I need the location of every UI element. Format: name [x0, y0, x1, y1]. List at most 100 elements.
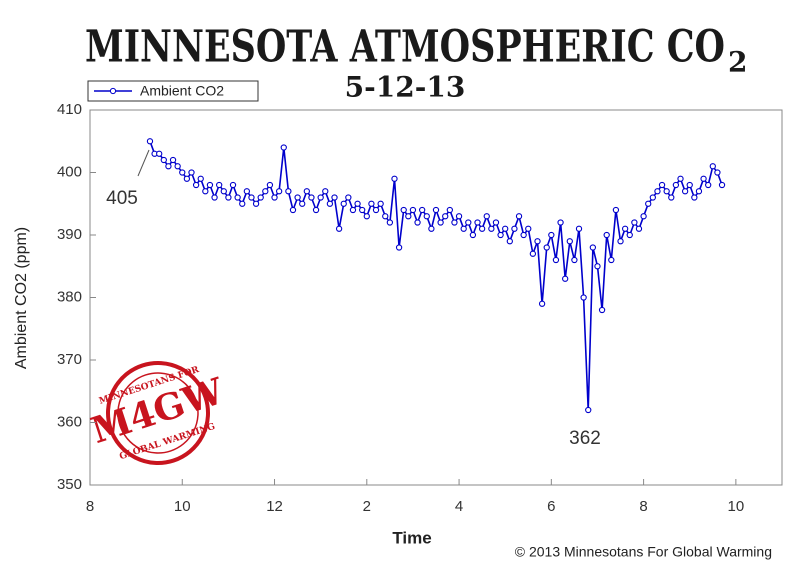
data-point: [668, 194, 675, 201]
data-point: [146, 138, 154, 145]
data-point: [409, 206, 417, 214]
data-point: [216, 181, 223, 189]
data-point: [294, 194, 301, 201]
data-point: [451, 219, 458, 226]
data-point: [511, 225, 518, 232]
data-point: [280, 144, 287, 151]
data-point: [169, 156, 177, 164]
data-point: [538, 300, 546, 307]
x-tick-label: 4: [455, 498, 463, 515]
data-point: [363, 213, 370, 220]
data-point: [575, 225, 583, 232]
annotation-leader: [137, 149, 150, 177]
data-point: [455, 213, 463, 220]
data-point: [285, 188, 292, 195]
data-point: [608, 256, 615, 264]
data-point: [257, 194, 264, 201]
data-point: [335, 225, 343, 232]
data-point: [225, 194, 232, 201]
logo-ring: [106, 361, 210, 465]
data-point: [695, 188, 703, 195]
legend: Ambient CO2: [87, 80, 259, 102]
data-point: [631, 219, 638, 226]
data-point: [395, 244, 403, 251]
data-point: [419, 206, 426, 214]
data-point: [391, 175, 398, 182]
data-point: [677, 175, 684, 182]
data-point: [492, 219, 500, 226]
data-point: [497, 231, 504, 239]
data-point: [322, 188, 329, 195]
data-point: [506, 238, 513, 245]
data-point: [543, 244, 550, 251]
x-tick-label: 10: [728, 498, 745, 515]
data-point: [405, 213, 412, 220]
x-axis-label: Time: [392, 528, 431, 547]
data-point: [585, 406, 592, 414]
data-point: [474, 219, 481, 226]
data-point: [649, 194, 656, 201]
data-point: [382, 213, 389, 220]
series: [146, 138, 726, 414]
data-point: [515, 213, 523, 220]
data-point: [635, 225, 643, 232]
data-point: [594, 263, 601, 270]
data-point: [349, 206, 357, 214]
x-tick-label: 10: [174, 498, 191, 515]
y-axis-label: Ambient CO2 (ppm): [13, 227, 30, 369]
data-point: [317, 194, 324, 201]
data-point: [446, 206, 453, 214]
data-point: [714, 169, 721, 176]
data-point: [156, 150, 163, 157]
data-point: [160, 156, 167, 164]
data-point: [345, 194, 352, 201]
data-point: [520, 231, 527, 239]
chart-subtitle: 5-12-13: [345, 71, 466, 104]
y-tick-label: 410: [57, 101, 82, 118]
data-point: [700, 175, 707, 182]
data-point: [372, 206, 380, 214]
y-tick-label: 400: [57, 163, 82, 180]
data-point: [681, 188, 689, 195]
data-point: [502, 225, 509, 232]
data-point: [234, 194, 241, 201]
y-tick-label: 370: [57, 351, 82, 368]
data-point: [299, 200, 306, 207]
data-point: [303, 188, 310, 195]
copyright: © 2013 Minnesotans For Global Warming: [515, 544, 772, 560]
y-tick-label: 390: [57, 226, 82, 243]
data-point: [312, 206, 320, 214]
data-point: [621, 225, 629, 232]
x-tick-label: 2: [363, 498, 371, 515]
data-point: [691, 194, 698, 201]
title-subscript: 2: [728, 46, 747, 79]
data-point: [340, 200, 347, 207]
data-point: [308, 194, 315, 201]
data-point: [165, 163, 172, 170]
data-point: [465, 219, 472, 226]
data-point: [229, 181, 237, 189]
data-point: [529, 250, 537, 257]
data-point: [243, 188, 251, 195]
data-point: [386, 219, 394, 226]
data-point: [658, 181, 666, 189]
data-point: [183, 175, 191, 182]
data-point: [571, 256, 578, 264]
x-tick-label: 8: [86, 498, 94, 515]
legend-box: [87, 80, 259, 102]
data-point: [331, 194, 338, 201]
data-point: [202, 188, 209, 195]
legend-marker: [109, 87, 117, 95]
data-point: [598, 306, 606, 314]
x-tick-label: 6: [547, 498, 555, 515]
data-point: [437, 219, 444, 226]
data-point: [469, 231, 477, 239]
data-point: [566, 238, 573, 245]
x-tick-label: 12: [266, 498, 283, 515]
data-point: [271, 194, 278, 201]
data-point: [617, 238, 624, 245]
data-point: [252, 200, 260, 207]
data-point: [220, 188, 227, 195]
data-point: [192, 181, 200, 189]
